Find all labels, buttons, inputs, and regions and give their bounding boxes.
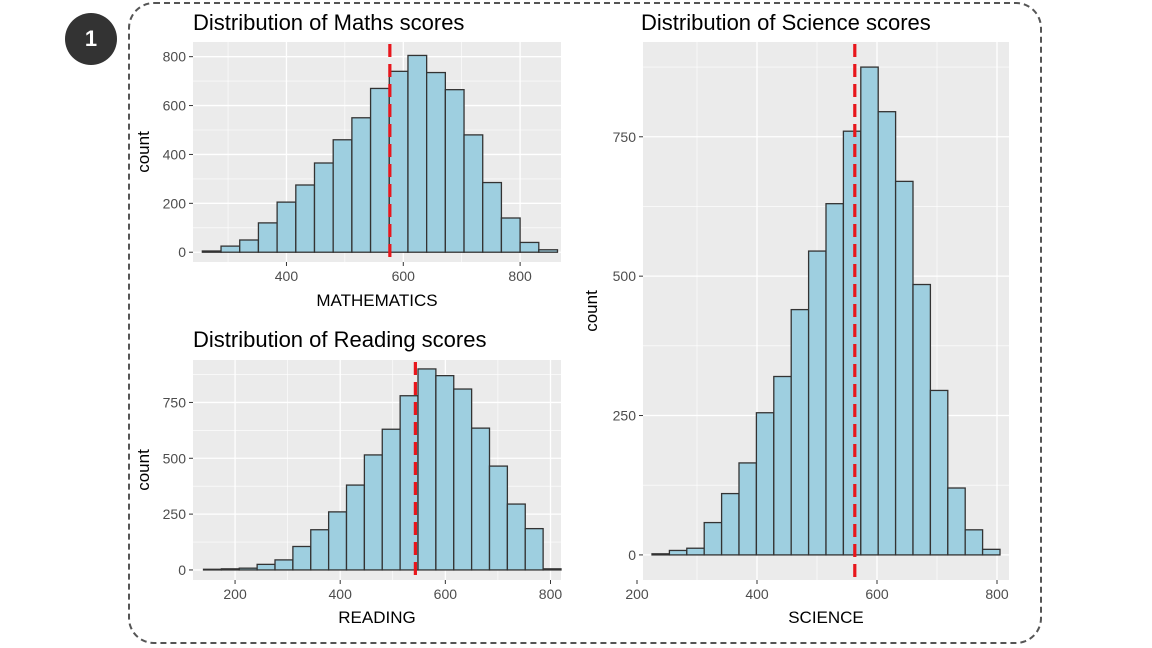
maths-histogram-bar [388, 70, 409, 253]
maths-x-tick-label: 800 [508, 268, 532, 284]
reading-y-tick-label: 750 [163, 394, 187, 410]
maths-histogram-bar [500, 217, 521, 253]
maths-histogram-bar [201, 250, 222, 253]
science-histogram-bar [720, 492, 740, 556]
reading-x-axis-label: READING [338, 608, 415, 627]
science-histogram-bar [860, 66, 879, 556]
reading-histogram-bar [220, 568, 240, 571]
science-x-tick-label: 200 [625, 586, 649, 602]
maths-histogram-bar [313, 162, 334, 253]
science-y-axis-label: count [582, 290, 601, 332]
maths-chart-title: Distribution of Maths scores [193, 10, 464, 35]
maths-x-tick-label: 600 [392, 268, 416, 284]
science-chart-title: Distribution of Science scores [641, 10, 931, 35]
science-histogram-bar [894, 180, 914, 556]
reading-histogram-bar [292, 545, 312, 571]
reading-x-tick-label: 800 [539, 586, 563, 602]
maths-histogram-bar [351, 117, 372, 253]
reading-x-tick-label: 200 [223, 586, 247, 602]
reading-y-tick-label: 0 [178, 562, 186, 578]
science-histogram-bar [877, 111, 897, 556]
science-histogram-bar [964, 529, 984, 556]
maths-histogram-bar [463, 134, 484, 253]
reading-histogram-bar [506, 503, 526, 571]
maths-histogram-bar [295, 184, 316, 253]
science-histogram-bar [929, 389, 949, 556]
reading-histogram-bar [381, 428, 401, 571]
maths-y-axis-label: count [134, 131, 153, 173]
reading-y-tick-label: 500 [163, 450, 187, 466]
reading-histogram-bar [327, 511, 348, 571]
reading-histogram-bar [363, 454, 383, 571]
reading-histogram-bar [345, 484, 366, 571]
science-x-tick-label: 400 [745, 586, 769, 602]
reading-x-tick-label: 400 [329, 586, 353, 602]
reading-histogram-bar [435, 374, 455, 571]
reading-histogram-bar [542, 568, 562, 571]
maths-y-tick-label: 600 [163, 98, 187, 114]
maths-y-tick-label: 0 [178, 244, 186, 260]
maths-histogram-bar [407, 54, 428, 253]
maths-histogram-bar [220, 245, 241, 253]
science-x-axis-label: SCIENCE [788, 608, 864, 627]
science-histogram-bar [912, 283, 932, 556]
science-y-tick-label: 500 [613, 268, 637, 284]
maths-y-tick-label: 200 [163, 195, 187, 211]
science-x-tick-label: 600 [865, 586, 889, 602]
reading-histogram-bar [524, 527, 544, 571]
maths-histogram-bar [332, 139, 353, 253]
step-number-badge: 1 [65, 13, 117, 65]
maths-histogram-bar [519, 241, 540, 253]
reading-histogram-bar [274, 559, 294, 571]
science-histogram-bar [686, 547, 705, 556]
reading-histogram-bar [310, 529, 330, 571]
science-y-tick-label: 0 [628, 547, 636, 563]
maths-histogram-bar [538, 249, 559, 253]
science-histogram-bar [651, 553, 671, 556]
science-histogram-bar [668, 549, 688, 556]
maths-histogram-bar [482, 181, 503, 253]
science-histogram-bar [738, 462, 758, 556]
science-histogram-bar [807, 250, 827, 556]
reading-histogram-bar [488, 465, 509, 571]
science-histogram-bar [773, 375, 792, 556]
science-histogram-bar [981, 548, 1001, 556]
maths-y-tick-label: 400 [163, 146, 187, 162]
dashed-panel-frame [128, 2, 1042, 644]
maths-histogram-bar [257, 222, 278, 253]
reading-y-axis-label: count [134, 449, 153, 491]
science-histogram-bar [755, 412, 775, 556]
maths-y-tick-label: 800 [163, 49, 187, 65]
maths-x-axis-label: MATHEMATICS [316, 291, 437, 310]
maths-histogram-bar [444, 89, 465, 253]
reading-chart-title: Distribution of Reading scores [193, 327, 486, 352]
reading-histogram-bar [417, 368, 437, 571]
reading-histogram-bar [256, 563, 276, 571]
science-histogram-bar [825, 203, 845, 556]
science-histogram-bar [842, 130, 862, 556]
reading-x-tick-label: 600 [434, 586, 458, 602]
science-y-tick-label: 750 [613, 129, 637, 145]
science-histogram-bar [790, 308, 810, 556]
maths-histogram-bar [369, 87, 390, 253]
science-histogram-bar [947, 487, 966, 556]
reading-histogram-bar [453, 388, 473, 571]
science-y-tick-label: 250 [613, 408, 637, 424]
science-x-tick-label: 800 [985, 586, 1009, 602]
science-histogram-bar [703, 521, 723, 556]
reading-histogram-bar [470, 427, 491, 571]
maths-x-tick-label: 400 [275, 268, 299, 284]
reading-histogram-bar [202, 568, 223, 571]
reading-histogram-bar [238, 567, 258, 571]
maths-histogram-bar [426, 71, 446, 253]
maths-histogram-bar [276, 201, 297, 253]
maths-histogram-bar [239, 239, 260, 253]
reading-y-tick-label: 250 [163, 506, 187, 522]
